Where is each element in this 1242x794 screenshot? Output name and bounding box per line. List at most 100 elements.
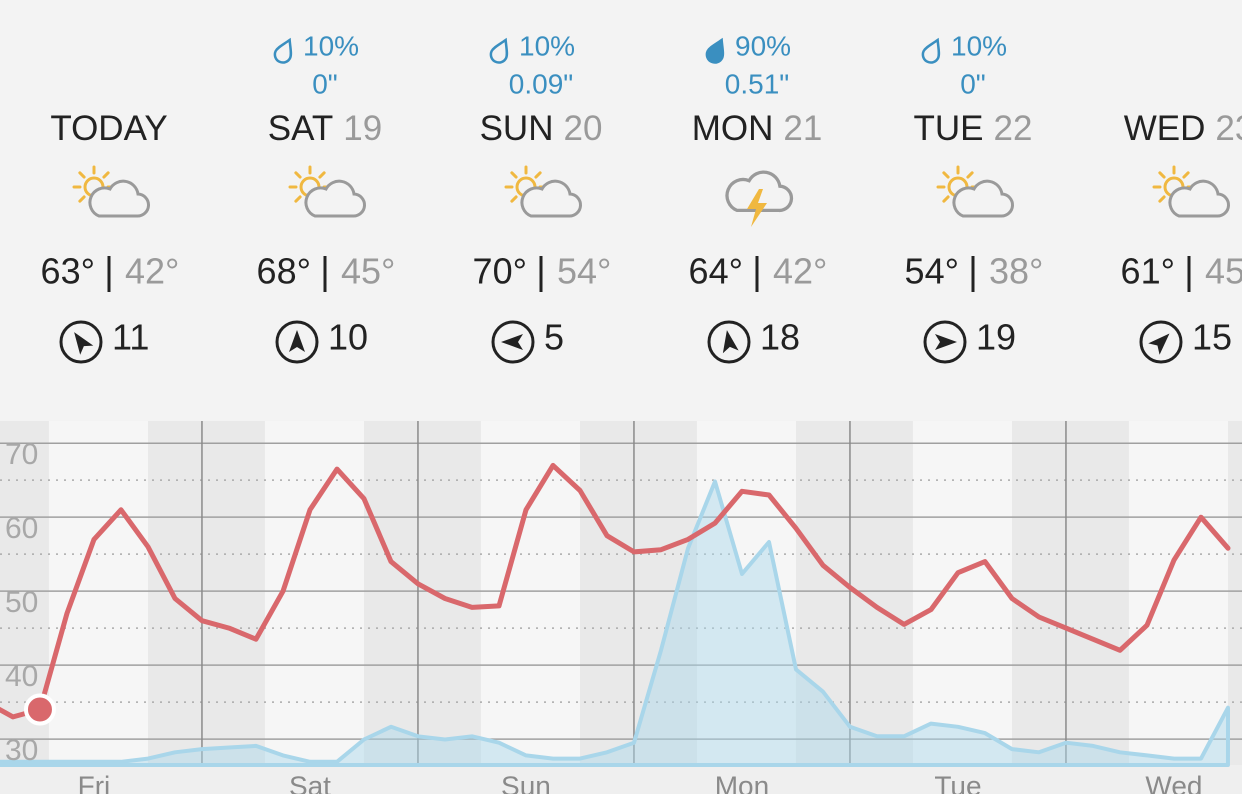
y-tick-label: 30 [5, 734, 38, 767]
sun-ray [78, 195, 86, 203]
precip-icon [273, 37, 293, 64]
wind-direction [923, 320, 967, 364]
low-temp: 45° [1205, 251, 1242, 292]
precip-icon [489, 37, 509, 64]
wind-circle [275, 320, 319, 364]
wind-arrow [722, 330, 739, 354]
x-tick-label: Mon [715, 770, 769, 794]
sun-ray [510, 171, 518, 179]
night-band [363, 421, 481, 765]
day-label: TUE 22 [914, 109, 1033, 148]
weather-icon [504, 165, 582, 218]
sun-ray [294, 171, 302, 179]
wind-circle [491, 320, 535, 364]
precip-chance: 10% [303, 30, 359, 61]
day-date: 20 [563, 109, 602, 148]
day-date: 19 [343, 109, 382, 148]
day-name: MON [692, 109, 774, 148]
low-temp: 42° [125, 251, 179, 292]
cloud [520, 179, 582, 218]
day-name: SUN [480, 109, 554, 148]
day-label: WED23 [1124, 109, 1242, 148]
wind-direction [275, 320, 319, 364]
low-temp: 45° [341, 251, 395, 292]
sun-ray [102, 171, 110, 179]
day-column: 10% 0.09" SUN 20 70° 54° 5 [473, 30, 611, 364]
cloud [1168, 179, 1230, 218]
wind-speed: 11 [112, 317, 149, 358]
day-column: 10% 0" SAT 19 68° 45° 10 [257, 30, 395, 364]
day-label: SAT 19 [268, 109, 382, 148]
low-temp: 38° [989, 251, 1043, 292]
day-name: TODAY [50, 109, 167, 148]
precip-chance: 10% [951, 30, 1007, 61]
y-tick-label: 40 [5, 660, 38, 693]
sun-ray [78, 171, 86, 179]
bolt [747, 189, 767, 227]
sun-ray [942, 171, 950, 179]
day-date: 21 [783, 109, 822, 148]
wind-arrow [1148, 333, 1170, 355]
day-name: SAT [268, 109, 333, 148]
precip-icon [705, 37, 725, 64]
day-column: 90% 0.51" MON 21 64° 42° 18 [689, 30, 827, 364]
day-column: WED23 61° 45° 15 [1121, 109, 1242, 364]
sun-ray [1158, 171, 1166, 179]
x-tick-label: Tue [934, 770, 981, 794]
day-name: WED [1124, 109, 1206, 148]
sun-ray [1182, 171, 1190, 179]
high-temp: 68° [257, 251, 311, 292]
precip-chance: 90% [735, 30, 791, 61]
day-label: SUN 20 [480, 109, 603, 148]
sun-ray [294, 195, 302, 203]
wind-direction [1139, 320, 1183, 364]
sun-ray [942, 195, 950, 203]
day-name: TUE [914, 109, 984, 148]
wind-direction [59, 320, 103, 364]
wind-arrow [74, 332, 94, 355]
precip-area [0, 479, 1230, 767]
weather-icon [1152, 165, 1230, 218]
wind-speed: 10 [328, 317, 368, 358]
wind-arrow [289, 330, 305, 352]
wind-circle [59, 320, 103, 364]
precip-amount: 0" [312, 68, 338, 99]
precip-amount: 0.09" [509, 68, 573, 99]
wind-arrow [501, 334, 523, 350]
current-point [23, 693, 56, 726]
wind-circle [1139, 320, 1183, 364]
x-tick-label: Fri [78, 770, 111, 794]
precip-chance: 10% [519, 30, 575, 61]
wind-speed: 19 [976, 317, 1016, 358]
temperature-line [0, 462, 1231, 720]
high-temp: 61° [1121, 251, 1175, 292]
day-date: 22 [994, 109, 1033, 148]
wind-arrow [935, 334, 957, 350]
wind-direction [491, 320, 535, 364]
weather-icon [936, 165, 1014, 218]
y-tick-label: 50 [5, 586, 38, 619]
cloud [304, 179, 366, 218]
sun-ray [510, 195, 518, 203]
sun-ray [1158, 195, 1166, 203]
y-tick-label: 70 [5, 438, 38, 471]
weather-icon [72, 165, 150, 218]
day-date: 23 [1215, 109, 1242, 148]
wind-circle [923, 320, 967, 364]
weather-icon [288, 165, 366, 218]
hourly-chart: 30 40 50 60 70 Fri Sat Sun Mon Tue Wed [0, 421, 1242, 794]
night-band [1011, 421, 1129, 765]
day-column: TODAY 63° 42° 11 [41, 109, 179, 364]
cloud [952, 179, 1014, 218]
sun-ray [534, 171, 542, 179]
wind-circle [707, 320, 751, 364]
day-column: 10% 0" TUE 22 54° 38° 19 [905, 30, 1043, 364]
wind-speed: 15 [1192, 317, 1232, 358]
night-band [147, 421, 265, 765]
axis-strip [0, 765, 1242, 794]
sun-ray [318, 171, 326, 179]
low-temp: 42° [773, 251, 827, 292]
x-tick-label: Sat [289, 770, 331, 794]
high-temp: 70° [473, 251, 527, 292]
